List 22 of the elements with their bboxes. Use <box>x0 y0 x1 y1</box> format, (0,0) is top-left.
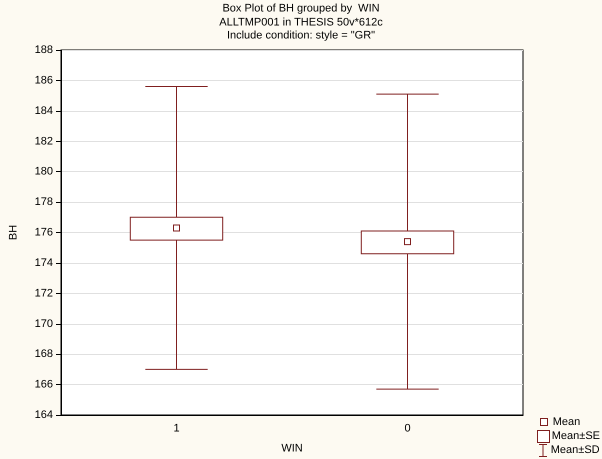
x-tick-label: 0 <box>404 422 411 434</box>
y-tick-label: 182 <box>34 135 53 148</box>
y-tick-label: 186 <box>34 74 53 86</box>
y-tick-label: 180 <box>34 166 53 178</box>
chart-title: Box Plot of BH grouped by WIN <box>222 2 380 14</box>
y-axis-title: BH <box>8 224 20 240</box>
y-tick-label: 168 <box>34 348 53 360</box>
text: Mean <box>552 415 580 429</box>
y-tick-label: 174 <box>34 256 53 269</box>
y-tick-label: 184 <box>34 104 53 117</box>
text: Mean±SD <box>550 443 600 457</box>
y-tick-label: 176 <box>34 226 53 238</box>
y-tick-label: 170 <box>34 318 53 330</box>
chart-subtitle: ALLTMP001 in THESIS 50v*612c Include condition: style = "GR" <box>219 16 384 42</box>
x-axis-title: WIN <box>281 442 303 454</box>
x-tick-label: 1 <box>173 422 180 434</box>
text: Mean±SE <box>552 429 600 443</box>
y-tick-label: 178 <box>34 196 53 208</box>
y-tick-label: 188 <box>34 44 53 56</box>
y-tick-label: 166 <box>34 378 53 391</box>
y-tick-label: 164 <box>34 409 53 421</box>
y-tick-label: 172 <box>34 287 53 300</box>
